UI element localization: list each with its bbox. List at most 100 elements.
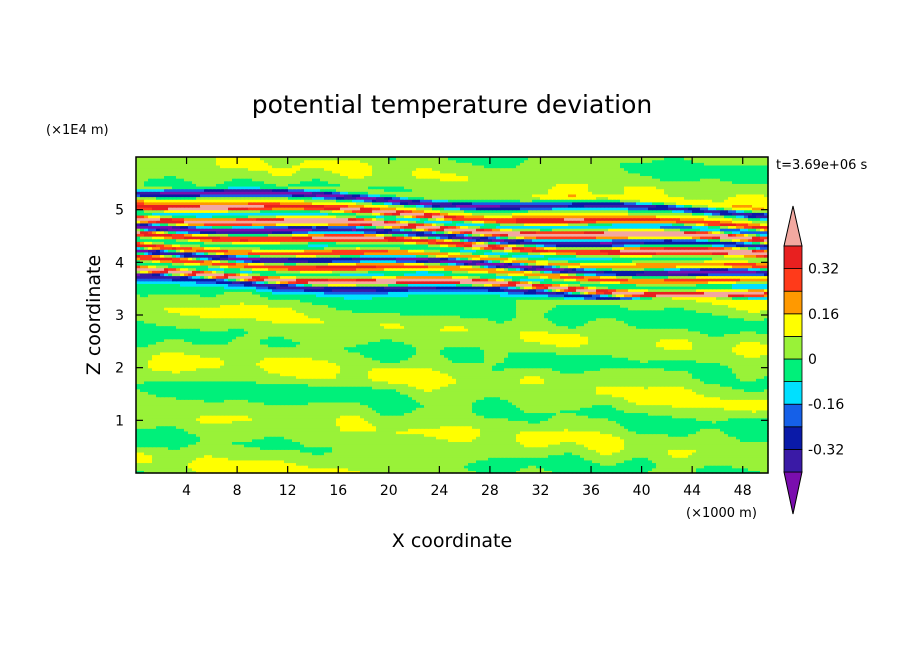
field-cell xyxy=(516,436,521,440)
field-cell xyxy=(444,470,449,474)
field-cell xyxy=(180,436,185,440)
field-cell xyxy=(444,415,449,419)
field-cell xyxy=(300,444,305,448)
field-cell xyxy=(144,457,149,461)
field-cell xyxy=(376,449,381,453)
field-cell xyxy=(164,401,169,406)
field-cell xyxy=(380,412,385,416)
field-cell xyxy=(692,401,697,406)
field-cell xyxy=(468,449,473,453)
field-cell xyxy=(448,415,453,419)
field-cell xyxy=(224,409,229,414)
field-cell xyxy=(532,459,537,464)
field-cell xyxy=(320,428,325,432)
field-cell xyxy=(352,394,357,398)
field-cell xyxy=(648,420,653,424)
field-cell xyxy=(568,391,573,395)
field-cell xyxy=(588,394,593,398)
field-cell xyxy=(756,409,761,414)
field-cell xyxy=(636,470,641,474)
field-cell xyxy=(576,449,581,453)
field-cell xyxy=(164,399,169,403)
field-cell xyxy=(204,441,209,445)
field-cell xyxy=(468,409,473,414)
field-cell xyxy=(508,407,513,411)
field-cell xyxy=(280,428,285,432)
field-cell xyxy=(448,454,453,458)
field-cell xyxy=(252,470,257,474)
field-cell xyxy=(492,467,497,471)
field-cell xyxy=(568,430,573,435)
field-cell xyxy=(428,430,433,435)
field-cell xyxy=(392,404,397,408)
field-cell xyxy=(496,436,501,440)
field-cell xyxy=(500,428,505,432)
field-cell xyxy=(196,438,201,442)
field-cell xyxy=(168,409,173,414)
field-cell xyxy=(696,462,701,466)
field-cell xyxy=(420,422,425,427)
field-cell xyxy=(468,425,473,429)
field-cell xyxy=(452,446,457,450)
field-cell xyxy=(468,417,473,421)
field-cell xyxy=(424,459,429,464)
field-cell xyxy=(636,446,641,450)
field-cell xyxy=(176,420,181,424)
field-cell xyxy=(580,428,585,432)
field-cell xyxy=(540,394,545,398)
field-cell xyxy=(480,425,485,429)
field-cell xyxy=(508,449,513,453)
field-cell xyxy=(392,449,397,453)
field-cell xyxy=(320,446,325,450)
field-cell xyxy=(472,438,477,442)
field-cell xyxy=(596,444,601,448)
field-cell xyxy=(208,409,213,414)
field-cell xyxy=(732,391,737,395)
field-cell xyxy=(620,391,625,395)
field-cell xyxy=(352,467,357,471)
field-cell xyxy=(396,444,401,448)
field-cell xyxy=(484,401,489,406)
field-cell xyxy=(220,449,225,453)
field-cell xyxy=(600,422,605,427)
field-cell xyxy=(236,449,241,453)
field-cell xyxy=(236,409,241,414)
field-cell xyxy=(428,409,433,414)
field-cell xyxy=(428,388,433,392)
field-cell xyxy=(236,451,241,456)
field-cell xyxy=(276,407,281,411)
field-cell xyxy=(744,454,749,458)
field-cell xyxy=(384,391,389,395)
field-cell xyxy=(480,449,485,453)
field-cell xyxy=(692,425,697,429)
field-cell xyxy=(616,404,621,408)
field-cell xyxy=(476,457,481,461)
field-cell xyxy=(372,422,377,427)
field-cell xyxy=(700,415,705,419)
field-cell xyxy=(344,441,349,445)
field-cell xyxy=(384,412,389,416)
field-cell xyxy=(424,399,429,403)
field-cell xyxy=(312,467,317,471)
field-cell xyxy=(200,465,205,469)
field-cell xyxy=(552,391,557,395)
field-cell xyxy=(660,467,665,471)
field-cell xyxy=(368,428,373,432)
field-cell xyxy=(380,404,385,408)
field-cell xyxy=(532,430,537,435)
field-cell xyxy=(684,444,689,448)
field-cell xyxy=(200,444,205,448)
field-cell xyxy=(716,412,721,416)
field-cell xyxy=(528,470,533,474)
field-cell xyxy=(300,433,305,437)
field-cell xyxy=(680,449,685,453)
field-cell xyxy=(564,441,569,445)
field-cell xyxy=(244,449,249,453)
field-cell xyxy=(460,449,465,453)
field-cell xyxy=(424,430,429,435)
field-cell xyxy=(600,417,605,421)
field-cell xyxy=(224,425,229,429)
field-cell xyxy=(460,404,465,408)
field-cell xyxy=(608,399,613,403)
field-cell xyxy=(392,470,397,474)
